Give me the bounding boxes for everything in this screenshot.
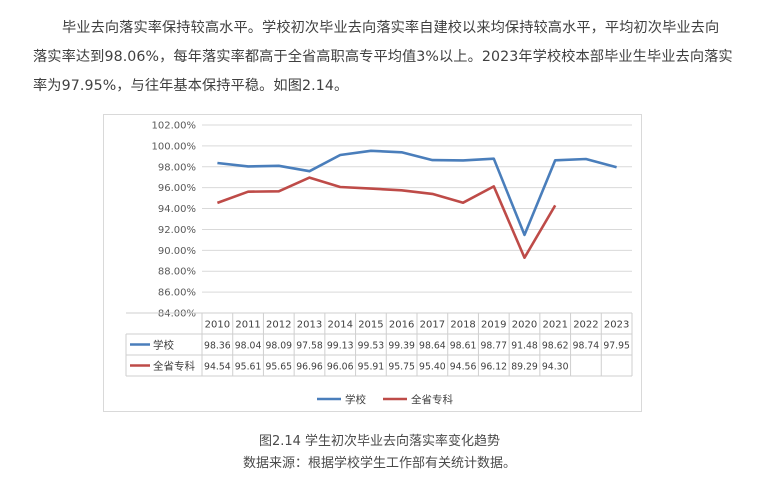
data-label: 96.06 (327, 362, 354, 373)
y-tick-label: 90.00% (158, 246, 196, 257)
data-label: 94.56 (450, 362, 477, 373)
data-label: 94.54 (204, 362, 231, 373)
x-tick-label: 2014 (327, 320, 352, 331)
x-tick-label: 2023 (604, 320, 629, 331)
x-tick-label: 2012 (266, 320, 291, 331)
data-label: 95.40 (419, 362, 446, 373)
y-tick-label: 84.00% (158, 309, 196, 320)
series-line-2 (216, 176, 557, 259)
chart-container: 84.00% 86.00% 88.00% 90.00% 92.00% 94.00% 96.0… (103, 114, 642, 412)
data-label: 91.48 (511, 341, 538, 352)
data-label: 98.77 (480, 341, 507, 352)
data-label: 97.58 (296, 341, 323, 352)
y-tick-label: 94.00% (158, 204, 196, 215)
data-label: 96.12 (480, 362, 507, 373)
x-tick-label: 2010 (205, 320, 230, 331)
data-label: 99.53 (358, 341, 385, 352)
x-tick-label: 2011 (235, 320, 260, 331)
x-tick-label: 2013 (297, 320, 322, 331)
x-tick-label: 2015 (358, 320, 383, 331)
data-label: 95.65 (265, 362, 292, 373)
y-tick-label: 100.00% (152, 141, 197, 152)
figure-caption: 图2.14 学生初次毕业去向落实率变化趋势 (258, 434, 501, 449)
data-label: 98.61 (450, 341, 477, 352)
data-label: 94.30 (542, 362, 569, 373)
data-label: 95.91 (358, 362, 385, 373)
legend-label-2: 全省专科 (411, 393, 453, 406)
data-label: 95.75 (388, 362, 415, 373)
data-label: 89.29 (511, 362, 538, 373)
data-label: 98.64 (419, 341, 446, 352)
y-tick-label: 98.00% (158, 162, 196, 173)
body-paragraph: 毕业去向落实率保持较高水平。学校初次毕业去向落实率自建校以来均保持较高水平，平均… (33, 20, 733, 94)
x-tick-label: 2016 (389, 320, 414, 331)
data-label: 98.36 (204, 341, 231, 352)
x-tick-label: 2017 (420, 320, 445, 331)
table-series-name: 学校 (153, 339, 174, 352)
data-label: 99.13 (327, 341, 354, 352)
line-chart: 84.00% 86.00% 88.00% 90.00% 92.00% 94.00% 96.0… (125, 121, 633, 406)
x-tick-label: 2019 (481, 320, 506, 331)
y-tick-label: 102.00% (152, 121, 197, 132)
y-tick-label: 88.00% (158, 267, 196, 278)
legend-label-1: 学校 (345, 393, 366, 406)
data-label: 99.39 (388, 341, 415, 352)
x-tick-label: 2020 (512, 320, 537, 331)
y-tick-label: 92.00% (158, 225, 196, 236)
series-line-1 (217, 149, 617, 237)
x-tick-label: 2021 (542, 320, 567, 331)
data-label: 96.96 (296, 362, 323, 373)
x-tick-label: 2018 (450, 320, 475, 331)
y-tick-label: 96.00% (158, 183, 196, 194)
y-tick-label: 86.00% (158, 288, 196, 299)
data-label: 98.62 (542, 341, 569, 352)
figure-source: 数据来源：根据学校学生工作部有关统计数据。 (242, 456, 516, 471)
table-series-name: 全省专科 (153, 360, 195, 373)
x-tick-label: 2022 (573, 320, 598, 331)
data-label: 98.04 (235, 341, 262, 352)
data-label: 95.61 (235, 362, 262, 373)
data-label: 98.74 (573, 341, 600, 352)
data-label: 97.95 (603, 341, 630, 352)
data-label: 98.09 (265, 341, 292, 352)
